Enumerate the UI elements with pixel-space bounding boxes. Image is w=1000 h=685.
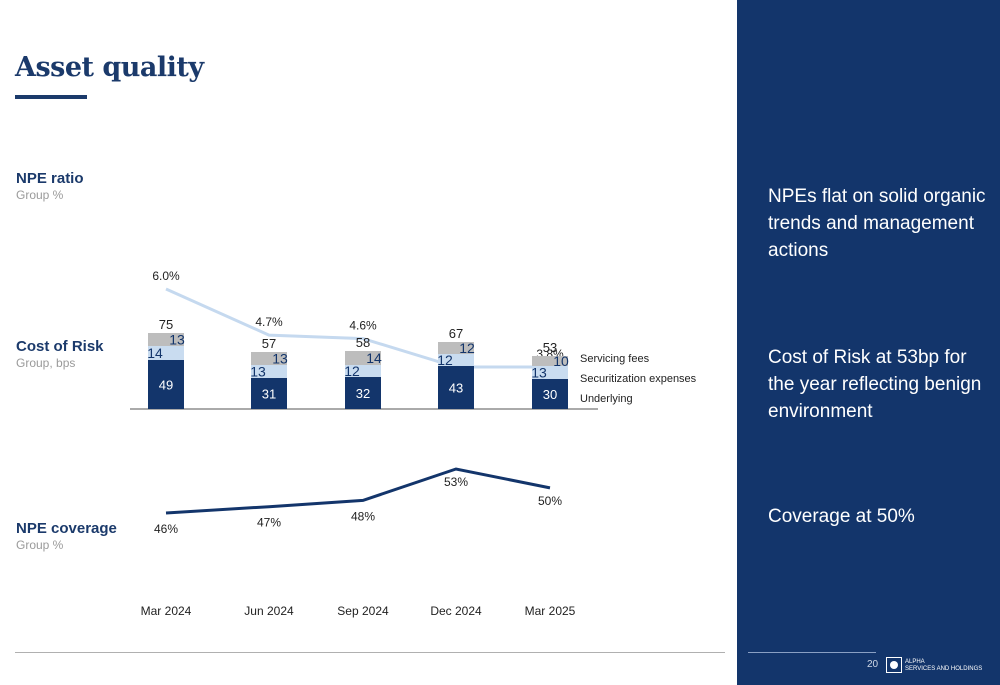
legend-securitization-expenses: Securitization expenses [580,373,697,385]
page-number: 20 [867,659,879,670]
npe-coverage-title: NPE coverage [16,520,117,537]
bar-segment-servicing [532,356,568,366]
bar-segment-underlying [345,377,381,409]
npe-coverage-data-label: 47% [257,516,281,530]
bar-segment-servicing [251,352,287,365]
x-axis-tick-label: Mar 2024 [141,604,192,618]
bar-segment-servicing [345,351,381,365]
bar-segment-servicing [438,342,474,354]
bar-label-securitization: 14 [147,345,163,361]
bar-label-underlying: 32 [356,386,370,401]
panel-divider [748,652,876,653]
x-axis-tick-label: Mar 2025 [525,604,576,618]
bar-label-servicing: 13 [169,332,185,348]
bar-label-servicing: 14 [366,350,382,366]
bar-segment-underlying [148,360,184,409]
bar-label-servicing: 13 [272,351,288,367]
alpha-logo-icon [886,657,902,673]
npe-coverage-subtitle: Group % [16,538,64,552]
cost-of-risk-label: Cost of Risk Group, bps [16,338,104,370]
npe-coverage-data-label: 48% [351,509,375,523]
bar-label-servicing: 12 [459,340,475,356]
asset-quality-chart: 6.0%4.7%4.6%3.8%3.8%49141375311313573212… [130,269,697,618]
bar-segment-securitization [532,366,568,379]
bar-total-label: 53 [543,340,557,355]
bar-label-underlying: 49 [159,378,173,393]
side-point-npe: NPEs flat on solid organic trends and ma… [768,186,986,261]
bar-total-label: 58 [356,335,370,350]
bar-segment-securitization [251,365,287,378]
legend-servicing-fees: Servicing fees [580,353,650,365]
x-axis-tick-label: Jun 2024 [244,604,294,618]
logo-line-2: SERVICES AND HOLDINGS [905,666,983,672]
logo-text: ALPHA SERVICES AND HOLDINGS [905,659,982,673]
bar-segment-servicing [148,333,184,346]
page-title: Asset quality [15,52,204,83]
bar-segment-underlying [438,366,474,409]
logo-line-1: ALPHA [905,659,925,665]
bar-label-securitization: 13 [531,365,547,381]
npe-ratio-data-label: 4.7% [255,315,283,329]
bar-label-securitization: 13 [250,364,266,380]
bar-total-label: 75 [159,317,173,332]
bar-label-underlying: 30 [543,387,557,402]
legend-underlying: Underlying [580,393,633,405]
cost-of-risk-title: Cost of Risk [16,338,104,355]
npe-ratio-data-label: 4.6% [349,319,377,333]
bar-label-underlying: 43 [449,381,463,396]
bar-label-securitization: 12 [344,363,360,379]
bar-label-servicing: 10 [553,353,569,369]
title-underline [15,95,87,99]
side-point-coverage: Coverage at 50% [768,506,915,527]
npe-ratio-subtitle: Group % [16,188,64,202]
npe-ratio-data-label: 6.0% [152,269,180,283]
bar-segment-underlying [251,378,287,409]
bar-total-label: 67 [449,326,463,341]
footer-divider [15,652,725,653]
bar-label-securitization: 12 [437,352,453,368]
npe-ratio-line [165,287,550,369]
bar-segment-securitization [345,365,381,377]
npe-coverage-label: NPE coverage Group % [16,520,117,552]
bar-total-label: 57 [262,336,276,351]
npe-coverage-line [165,467,551,515]
side-point-cost-of-risk: Cost of Risk at 53bp for the year reflec… [768,347,982,422]
bar-label-underlying: 31 [262,387,276,402]
bar-segment-securitization [148,346,184,360]
npe-ratio-title: NPE ratio [16,170,84,187]
npe-coverage-data-label: 46% [154,522,178,536]
npe-coverage-data-label: 53% [444,475,468,489]
bar-segment-securitization [438,354,474,366]
x-axis-tick-label: Dec 2024 [430,604,482,618]
npe-ratio-label: NPE ratio Group % [16,170,84,202]
side-panel: NPEs flat on solid organic trends and ma… [737,0,1000,685]
x-axis-tick-label: Sep 2024 [337,604,389,618]
bar-segment-underlying [532,379,568,409]
cost-of-risk-subtitle: Group, bps [16,356,76,370]
npe-coverage-data-label: 50% [538,494,562,508]
